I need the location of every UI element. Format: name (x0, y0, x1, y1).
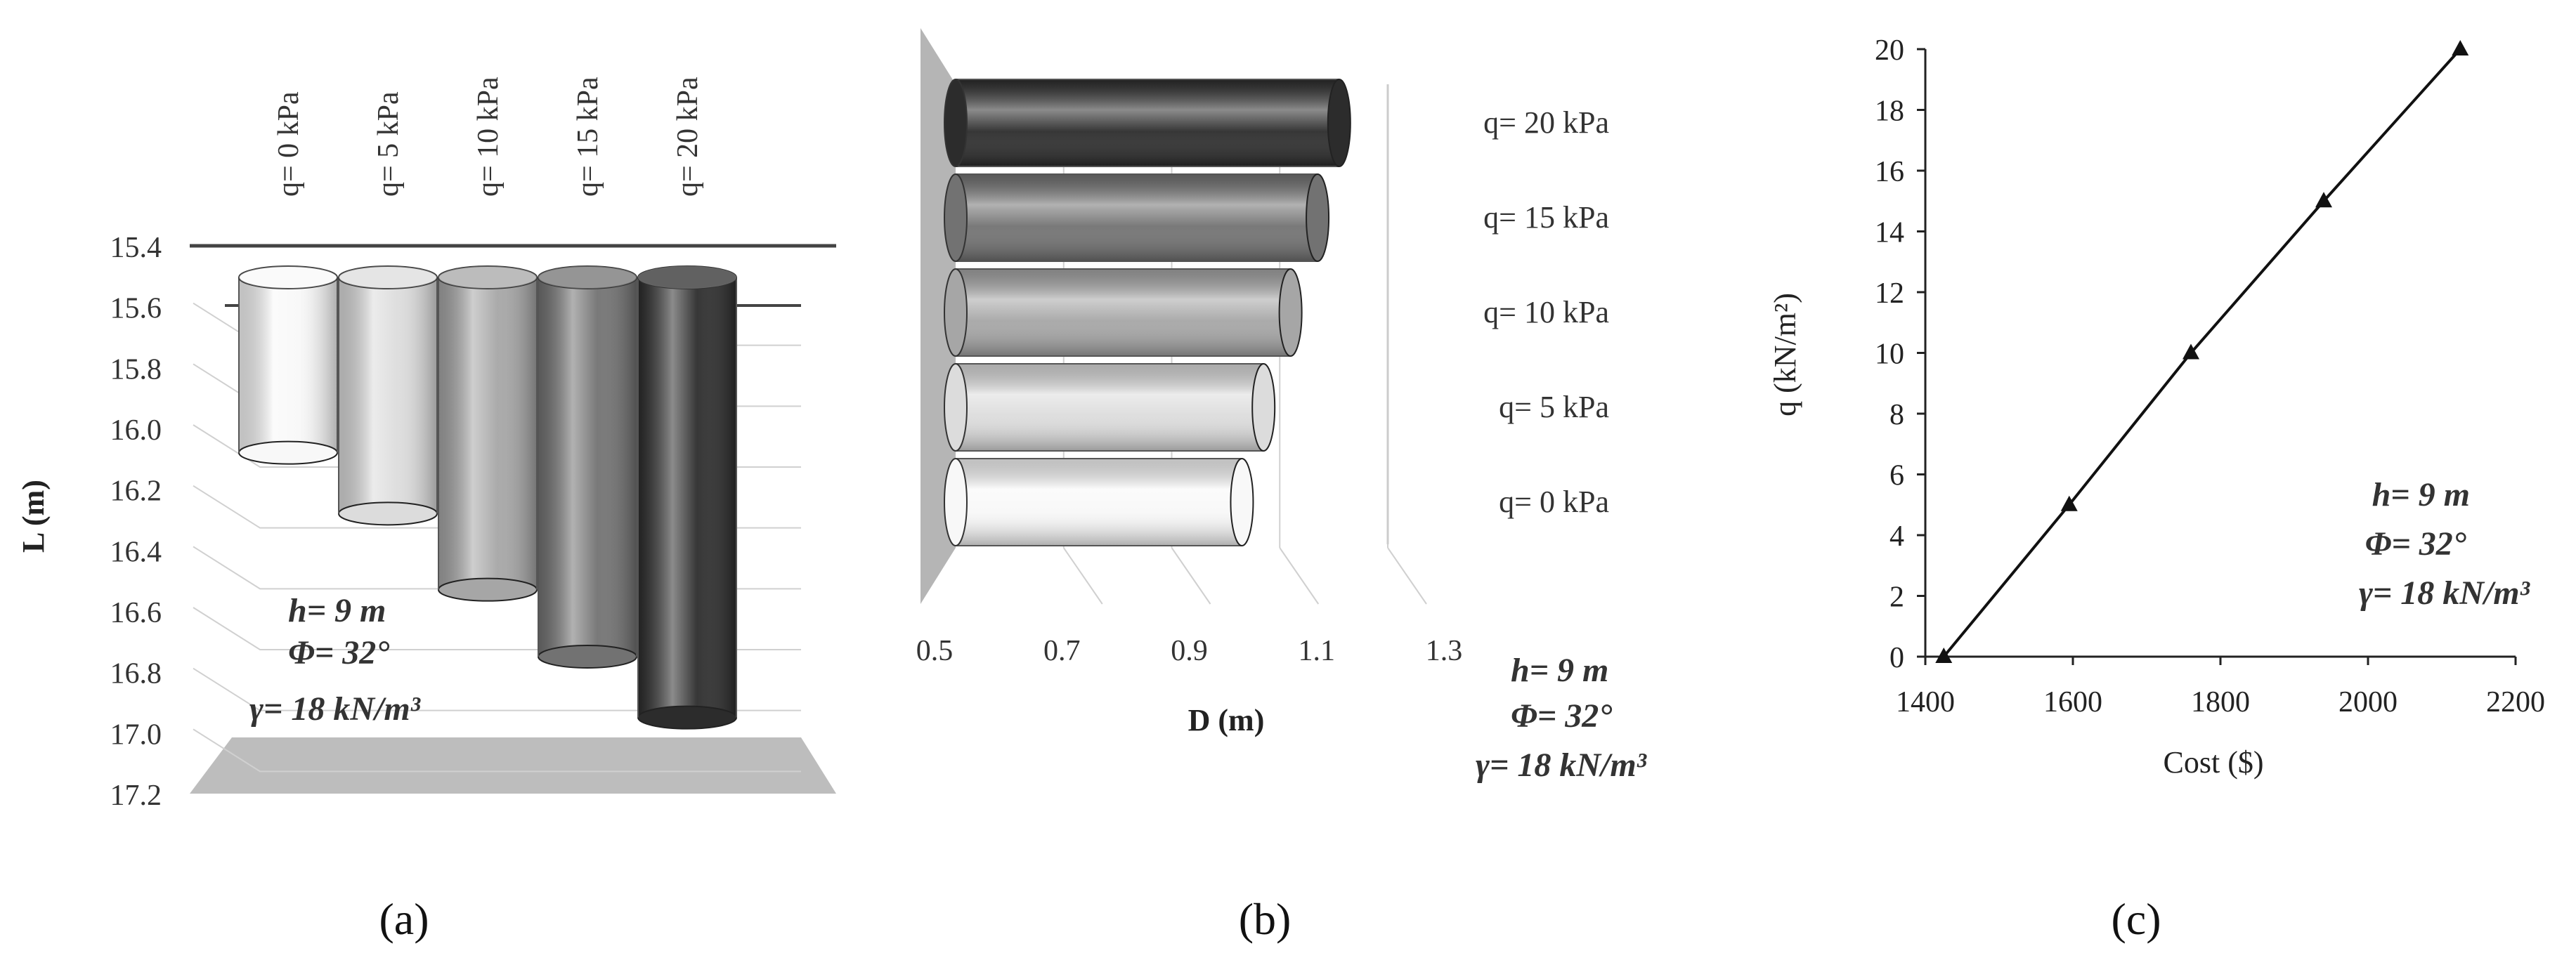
panel-a-y-tick-label: 15.8 (110, 353, 162, 386)
panel-c-y-tick-label: 10 (1875, 339, 1904, 371)
panel-a-bar (238, 265, 338, 465)
panel-c-y-tick-label: 12 (1875, 277, 1904, 310)
panel-b-bar (944, 173, 1330, 262)
panel-a-y-tick-label: 16.4 (110, 536, 162, 568)
panel-c-x-tick-label: 2000 (2338, 686, 2398, 718)
panel-c-label: (c) (2111, 894, 2161, 944)
panel-b-chart: q= 20 kPa q= 15 kPa q= 10 kPa q= 5 kPa q= 0 … (916, 28, 1647, 944)
panel-a-category-label: q= 0 kPa (273, 91, 305, 197)
panel-a-ylabel: L (m) (16, 480, 51, 553)
panel-b-side-wall (921, 28, 956, 604)
panel-b-x-ticks: 0.5 0.7 0.9 1.1 1.3 (916, 635, 1463, 667)
panel-a-category-labels: q= 0 kPa q= 5 kPa q= 10 kPa q= 15 kPa q= 20 … (273, 77, 704, 197)
panel-a-y-tick-label: 15.6 (110, 293, 162, 325)
panel-a-chart: 15.4 15.6 15.8 16.0 16.2 16.4 16.6 16.8 17.0 17.2… (16, 77, 836, 944)
panel-a-tick-leader (193, 728, 801, 773)
panel-c-y-tick-label: 8 (1889, 399, 1904, 431)
panel-b-annotation-gamma: γ= 18 kN/m³ (1476, 747, 1647, 784)
panel-c-x-tick-label: 1800 (2191, 686, 2250, 718)
panel-a-y-tick-label: 16.8 (110, 658, 162, 690)
panel-b-category-label: q= 0 kPa (1499, 485, 1609, 519)
panel-b-tick-leader (1062, 547, 1103, 605)
panel-c-point (2060, 495, 2078, 511)
panel-c-annotation: h= 9 m Φ= 32° γ= 18 kN/m³ (2359, 476, 2530, 612)
panel-a-bar (338, 265, 438, 526)
panel-b-bar (944, 363, 1276, 452)
panel-a-category-label: q= 10 kPa (472, 77, 505, 197)
panel-c-y-tick-label: 18 (1875, 96, 1904, 128)
panel-a-y-tick-label: 16.0 (110, 414, 162, 447)
panel-c-y-tick-label: 16 (1875, 156, 1904, 188)
panel-a-y-tick-label: 17.0 (110, 718, 162, 751)
panel-b-annotation: h= 9 m Φ= 32° γ= 18 kN/m³ (1476, 652, 1647, 784)
panel-b-category-label: q= 20 kPa (1483, 105, 1609, 140)
panel-b-x-tick-label: 0.7 (1043, 635, 1081, 667)
panel-a-y-tick-label: 16.2 (110, 475, 162, 508)
panel-a-category-label: q= 20 kPa (672, 77, 704, 197)
panel-b-x-tick-label: 1.1 (1299, 635, 1336, 667)
panel-c-point (2452, 40, 2469, 55)
panel-a-annotation-gamma: γ= 18 kN/m³ (249, 690, 421, 728)
panel-b-category-label: q= 10 kPa (1483, 295, 1609, 329)
panel-a-annotation: h= 9 m Φ= 32° γ= 18 kN/m³ (249, 592, 421, 728)
panel-c-y-tick-label: 4 (1889, 520, 1904, 553)
panel-a-bars (238, 265, 737, 730)
panel-a-annotation-h: h= 9 m (288, 592, 386, 629)
panel-c-y-tick-label: 14 (1875, 217, 1904, 249)
panel-c-x-tick-label: 2200 (2486, 686, 2545, 718)
panel-a-y-tick-label: 15.4 (110, 232, 162, 264)
panel-c-x-tick-label: 1600 (2043, 686, 2102, 718)
panel-c-point (2315, 192, 2332, 208)
panel-b-x-tick-label: 1.3 (1426, 635, 1463, 667)
panel-b-xlabel: D (m) (1188, 703, 1265, 737)
panel-b-bar (944, 79, 1351, 167)
panel-c-y-tick-label: 6 (1889, 460, 1904, 492)
panel-b-tick-leader (1387, 547, 1427, 605)
panel-c-annotation-phi: Φ= 32° (2365, 525, 2466, 563)
panel-b-annotation-phi: Φ= 32° (1511, 697, 1612, 735)
panel-c-ticks: 1400 1600 1800 2000 2200 0 2 4 6 8 10 12 14 16 18 20 (1875, 34, 2545, 718)
panel-a-bar (438, 265, 538, 602)
panel-c-point (1935, 648, 1953, 663)
panel-a-bar (637, 265, 737, 730)
panel-b-x-tick-label: 0.5 (916, 635, 954, 667)
panel-c-series-line (1942, 48, 2461, 658)
panel-b-category-label: q= 5 kPa (1499, 390, 1609, 424)
panel-b-bars (944, 79, 1351, 546)
panel-c-point (2183, 343, 2199, 360)
panel-b-bar (944, 458, 1254, 546)
panel-a-category-label: q= 15 kPa (572, 77, 604, 197)
panel-c-x-tick-label: 1400 (1896, 686, 1955, 718)
panel-b-annotation-h: h= 9 m (1511, 652, 1608, 689)
panel-a-tick-leader (193, 667, 801, 711)
panel-c-series (1935, 40, 2469, 663)
panel-a-category-label: q= 5 kPa (372, 91, 405, 197)
panel-a-tick-leaders (193, 302, 801, 773)
panel-a-y-tick-label: 17.2 (110, 780, 162, 812)
panel-b-label: (b) (1239, 894, 1292, 944)
panel-b-bar (944, 268, 1303, 357)
panel-a-floor (190, 737, 836, 794)
panel-a-y-tick-label: 16.6 (110, 597, 162, 629)
panel-c-y-tick-label: 0 (1889, 642, 1904, 674)
panel-b-tick-leader (1279, 547, 1320, 605)
panel-c-y-tick-label: 2 (1889, 582, 1904, 614)
panel-c-ylabel: q (kN/m²) (1768, 293, 1802, 416)
panel-b-category-labels: q= 20 kPa q= 15 kPa q= 10 kPa q= 5 kPa q= 0 … (1483, 105, 1609, 519)
panel-b-category-label: q= 15 kPa (1483, 200, 1609, 235)
panel-c-annotation-h: h= 9 m (2372, 476, 2470, 513)
panel-c-annotation-gamma: γ= 18 kN/m³ (2359, 574, 2530, 612)
panel-a-bar (538, 265, 637, 669)
panel-b-tick-leader (1171, 547, 1211, 605)
panel-a-annotation-phi: Φ= 32° (288, 634, 389, 671)
panel-a-label: (a) (379, 894, 429, 944)
panel-c-chart: 1400 1600 1800 2000 2200 0 2 4 6 8 10 12 14 16 18 20 Co… (1768, 34, 2545, 944)
panel-b-x-tick-label: 0.9 (1171, 635, 1208, 667)
panel-c-xlabel: Cost ($) (2164, 745, 2264, 780)
panel-c-y-tick-label: 20 (1875, 34, 1904, 67)
panel-a-y-ticks: 15.4 15.6 15.8 16.0 16.2 16.4 16.6 16.8 17.0 17.2 (110, 232, 162, 812)
